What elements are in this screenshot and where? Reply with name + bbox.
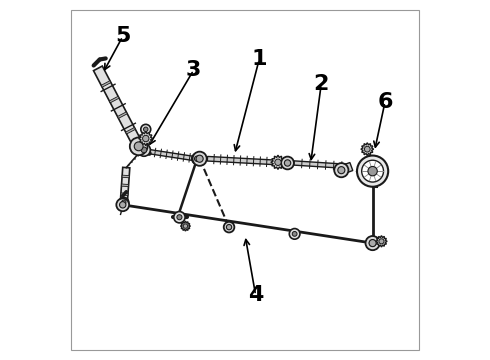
Bar <box>120 167 130 203</box>
Circle shape <box>289 229 300 239</box>
Circle shape <box>177 215 182 220</box>
Circle shape <box>144 127 148 131</box>
Circle shape <box>122 200 126 204</box>
Circle shape <box>357 156 388 187</box>
Circle shape <box>138 144 150 156</box>
Bar <box>125 127 135 134</box>
Circle shape <box>116 198 129 211</box>
Bar <box>122 175 129 178</box>
Circle shape <box>130 138 147 155</box>
Bar <box>294 161 350 168</box>
Text: 6: 6 <box>377 92 393 112</box>
Circle shape <box>195 156 200 161</box>
Bar <box>340 162 353 174</box>
Polygon shape <box>376 236 387 247</box>
Circle shape <box>379 239 384 244</box>
Circle shape <box>143 135 149 142</box>
Circle shape <box>334 163 348 177</box>
Circle shape <box>134 142 143 151</box>
Circle shape <box>365 146 370 152</box>
Circle shape <box>284 160 291 166</box>
Circle shape <box>366 236 380 250</box>
Circle shape <box>368 166 377 176</box>
Circle shape <box>292 231 297 236</box>
Bar <box>122 184 129 186</box>
Circle shape <box>183 224 188 228</box>
Polygon shape <box>361 143 374 156</box>
Circle shape <box>366 237 379 249</box>
Polygon shape <box>180 221 191 231</box>
Circle shape <box>141 147 147 153</box>
Polygon shape <box>139 131 153 145</box>
Circle shape <box>362 160 384 182</box>
Circle shape <box>193 152 207 166</box>
Circle shape <box>119 197 129 207</box>
Circle shape <box>192 153 202 164</box>
Bar <box>207 157 273 165</box>
Circle shape <box>174 212 185 223</box>
Bar <box>118 112 127 118</box>
Circle shape <box>275 159 281 166</box>
Text: 3: 3 <box>186 60 201 80</box>
Text: 5: 5 <box>115 26 130 46</box>
Circle shape <box>369 239 376 247</box>
Circle shape <box>196 155 203 162</box>
Bar <box>109 96 119 103</box>
Circle shape <box>338 167 345 174</box>
Circle shape <box>226 225 232 230</box>
Bar <box>121 193 128 195</box>
Polygon shape <box>271 155 285 169</box>
Bar <box>149 149 196 161</box>
Circle shape <box>281 157 294 169</box>
Circle shape <box>224 222 234 233</box>
Circle shape <box>369 240 376 246</box>
Circle shape <box>141 124 151 134</box>
Text: 1: 1 <box>251 49 267 69</box>
Bar <box>101 81 111 87</box>
Text: 2: 2 <box>314 74 329 94</box>
Bar <box>94 66 143 149</box>
Circle shape <box>120 202 126 208</box>
Text: 4: 4 <box>248 285 263 305</box>
